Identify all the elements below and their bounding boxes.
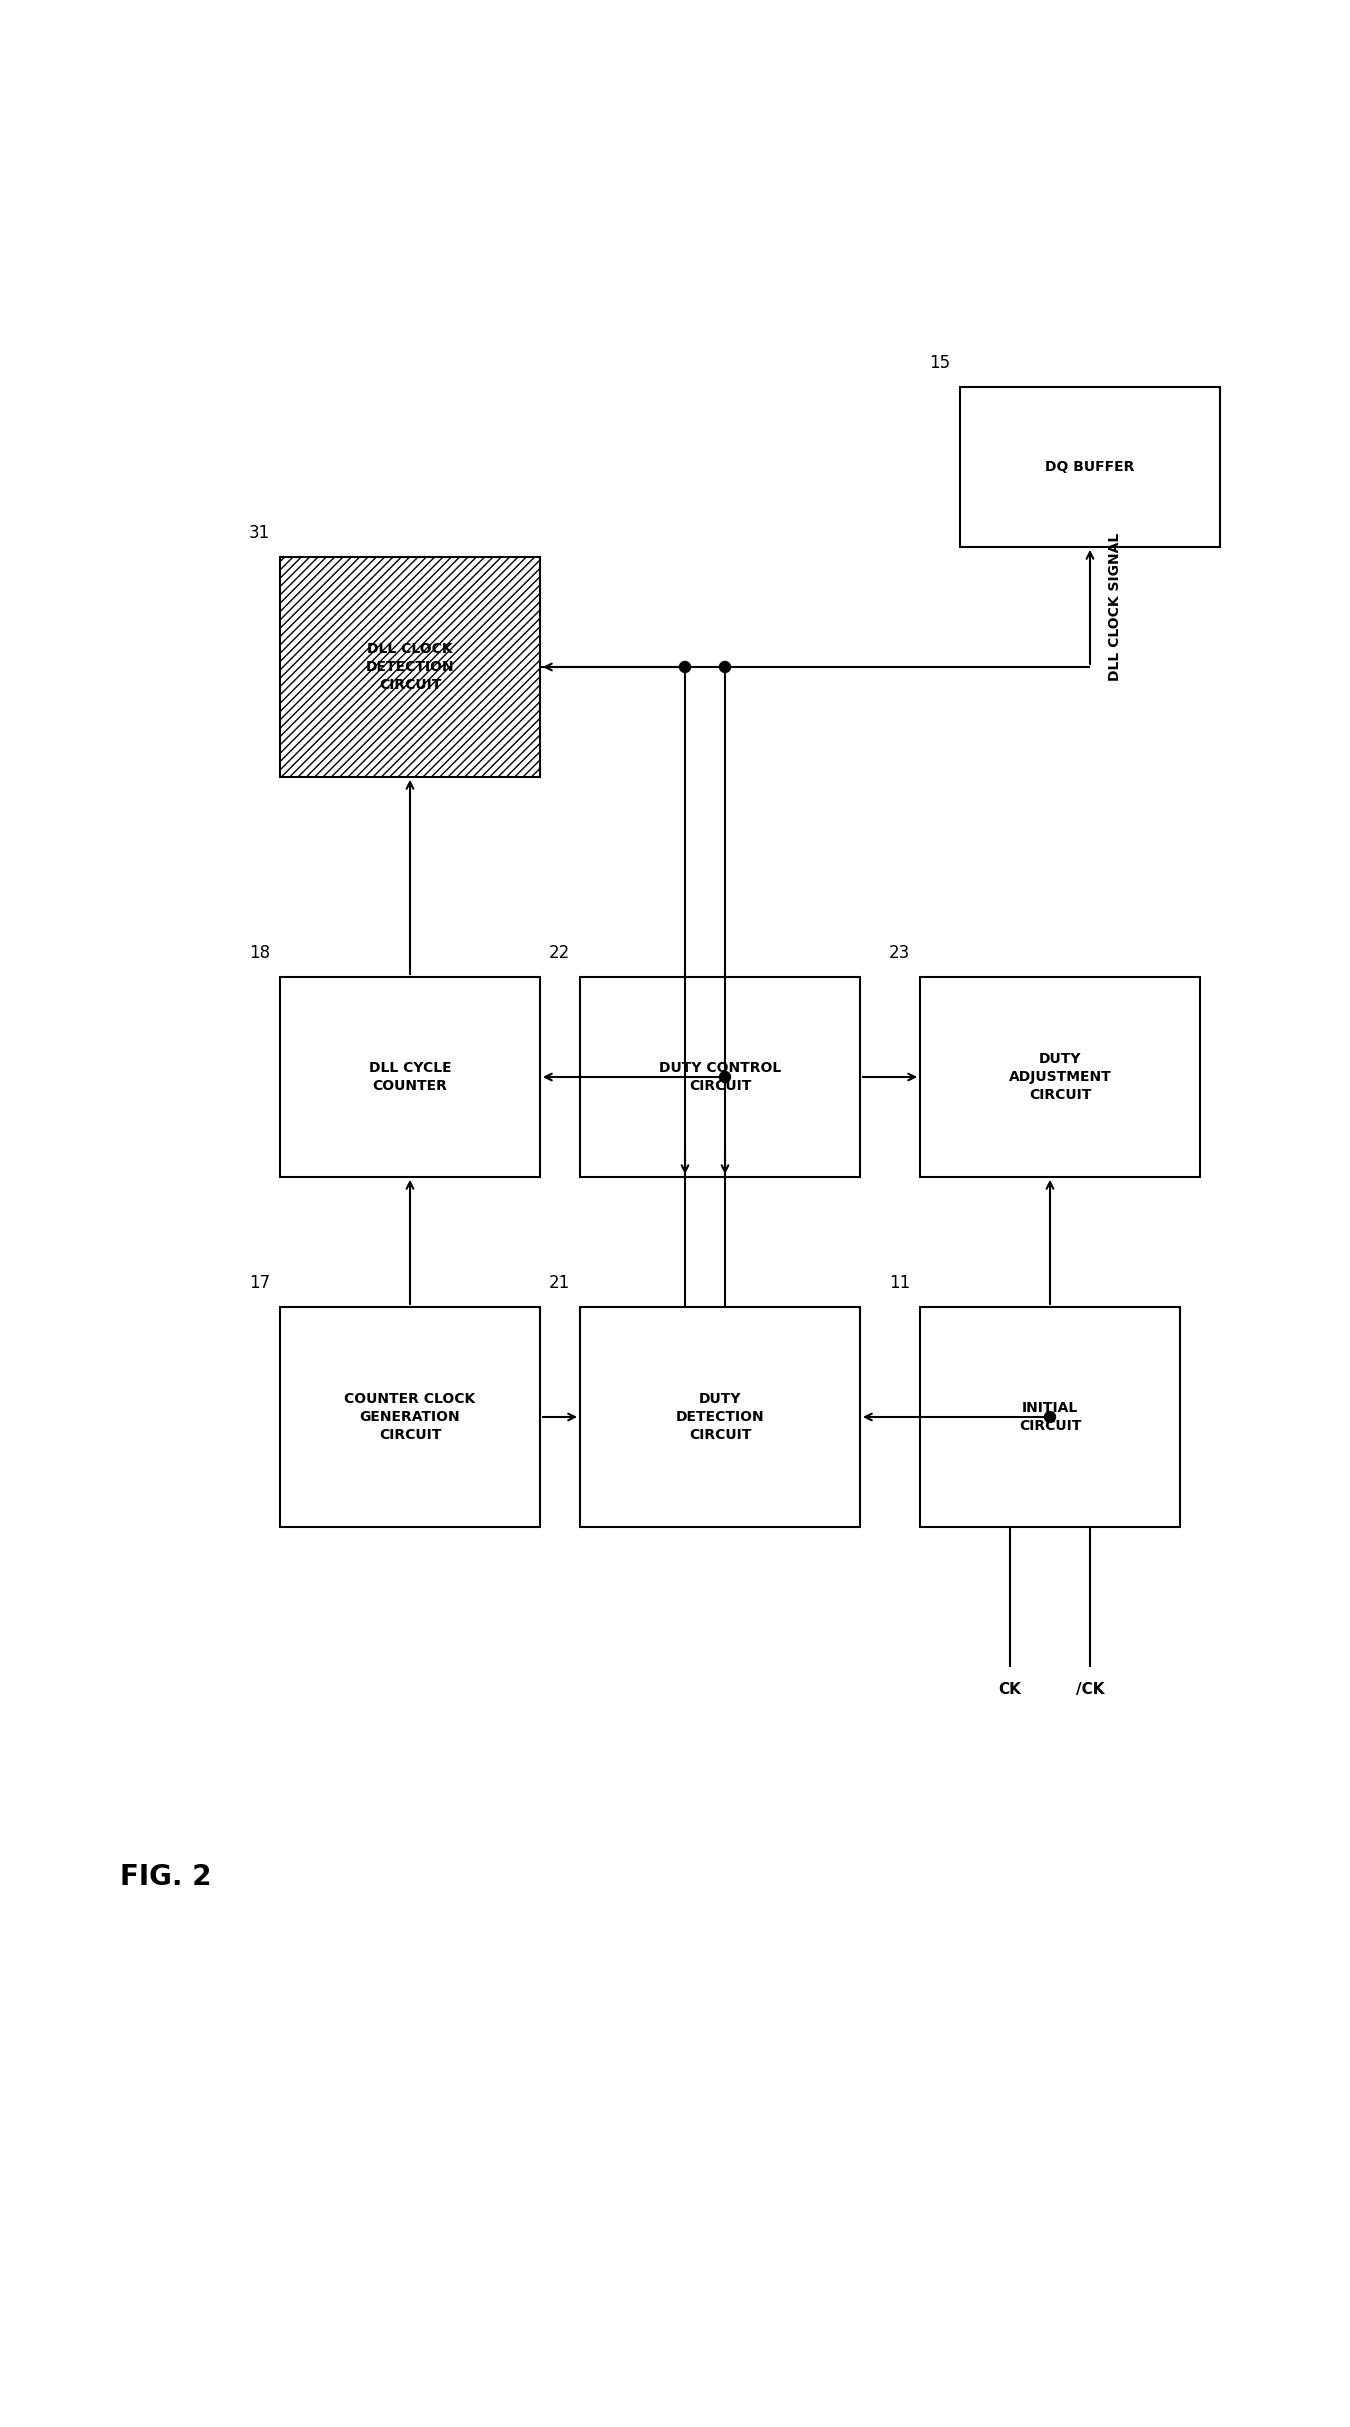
Bar [279, 1308, 540, 1527]
Text: 17: 17 [248, 1274, 270, 1291]
Text: DQ BUFFER: DQ BUFFER [1045, 461, 1135, 473]
Text: DLL CYCLE
COUNTER: DLL CYCLE COUNTER [369, 1061, 451, 1092]
Text: DLL CLOCK
DETECTION
CIRCUIT: DLL CLOCK DETECTION CIRCUIT [366, 641, 455, 692]
Bar [960, 386, 1220, 546]
Text: 31: 31 [248, 524, 270, 541]
Text: 11: 11 [888, 1274, 910, 1291]
Bar [919, 1308, 1180, 1527]
Bar [279, 978, 540, 1177]
Text: DUTY CONTROL
CIRCUIT: DUTY CONTROL CIRCUIT [659, 1061, 782, 1092]
Circle shape [720, 1070, 730, 1082]
Text: 18: 18 [248, 944, 270, 961]
Text: DUTY
DETECTION
CIRCUIT: DUTY DETECTION CIRCUIT [676, 1391, 764, 1442]
Text: 15: 15 [929, 354, 950, 371]
Circle shape [1045, 1413, 1056, 1422]
Text: 23: 23 [888, 944, 910, 961]
Bar [279, 558, 540, 777]
Bar [580, 1308, 860, 1527]
Text: CK: CK [999, 1682, 1022, 1696]
Text: DLL CLOCK SIGNAL: DLL CLOCK SIGNAL [1108, 534, 1122, 682]
Circle shape [720, 663, 730, 672]
Text: FIG. 2: FIG. 2 [120, 1864, 212, 1891]
Text: 22: 22 [548, 944, 570, 961]
Text: INITIAL
CIRCUIT: INITIAL CIRCUIT [1019, 1400, 1081, 1434]
Text: 21: 21 [548, 1274, 570, 1291]
Bar [580, 978, 860, 1177]
Bar [919, 978, 1200, 1177]
Circle shape [679, 663, 690, 672]
Text: COUNTER CLOCK
GENERATION
CIRCUIT: COUNTER CLOCK GENERATION CIRCUIT [344, 1391, 475, 1442]
Text: /CK: /CK [1076, 1682, 1104, 1696]
Text: DUTY
ADJUSTMENT
CIRCUIT: DUTY ADJUSTMENT CIRCUIT [1008, 1051, 1111, 1102]
